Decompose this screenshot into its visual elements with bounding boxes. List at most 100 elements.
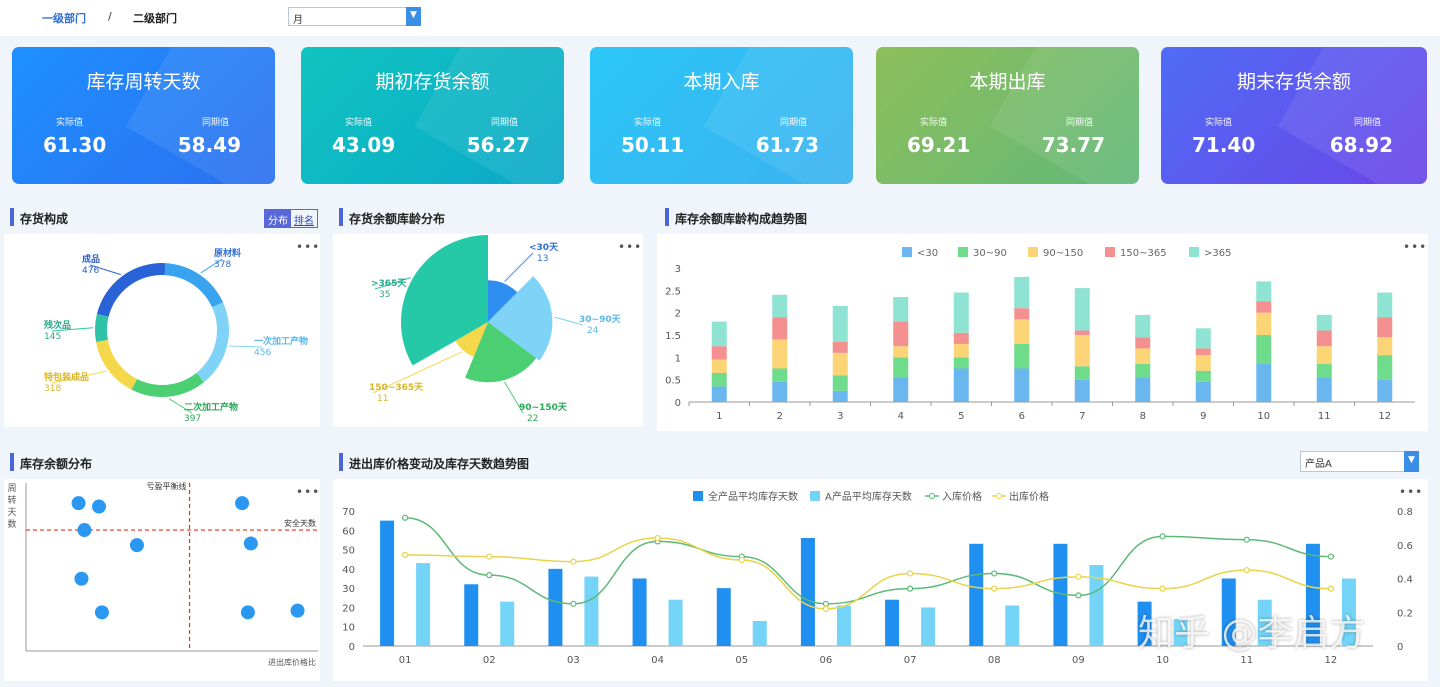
scatter-point — [235, 496, 250, 511]
kpi-card: 期初存货余额 实际值 43.09 同期值 56.27 — [301, 47, 564, 184]
bar-segment — [1256, 301, 1272, 313]
y-axis-label: 数 — [7, 518, 16, 530]
price-trend-combo-chart: 0 10 20 30 40 50 60 70 0 0.2 0.4 0.6 0.8 01 02 03 04 05 06… — [342, 490, 1413, 666]
section-title-price-trend: 进出库价格变动及库存天数趋势图 — [339, 453, 529, 472]
bar-segment — [711, 386, 727, 402]
period-select[interactable]: 月 ▼ — [288, 7, 421, 26]
bar-segment — [1316, 330, 1332, 347]
bar-segment — [711, 346, 727, 360]
bar — [1221, 578, 1236, 646]
donut-slice — [196, 302, 229, 383]
legend-swatch — [1189, 247, 1199, 257]
x-tick-label: 6 — [1019, 411, 1025, 422]
y-tick-label: 2.5 — [665, 286, 681, 297]
donut-slice — [164, 263, 224, 308]
line-point — [1243, 536, 1250, 543]
product-select[interactable]: 产品A ▼ — [1300, 451, 1419, 472]
more-icon[interactable]: ••• — [296, 240, 321, 254]
scatter-point — [240, 605, 255, 620]
slice-label: 30~90天 — [579, 314, 622, 325]
legend-label: 全产品平均库存天数 — [708, 490, 798, 503]
section-title-balance: 库存余额分布 — [10, 453, 92, 472]
line-point — [906, 570, 914, 577]
y2-tick-label: 0 — [1397, 642, 1403, 653]
kpi-actual-label: 实际值 — [56, 118, 84, 128]
bar-segment — [1074, 379, 1090, 402]
slice-value: 22 — [527, 414, 538, 424]
leader-line — [200, 258, 223, 274]
bar-segment — [1316, 377, 1332, 402]
slice-value: 35 — [379, 290, 390, 300]
bar-segment — [772, 381, 788, 402]
x-tick-label: 3 — [837, 411, 843, 422]
legend-label: 入库价格 — [942, 490, 982, 503]
kpi-prior-value: 61.73 — [755, 133, 819, 157]
donut-slice — [96, 339, 137, 390]
slice-label: 一次加工产物 — [254, 335, 308, 347]
more-icon[interactable]: ••• — [618, 240, 643, 254]
more-icon[interactable]: ••• — [1403, 240, 1428, 254]
y-tick-label: 1.5 — [665, 331, 681, 342]
donut-slice — [95, 313, 109, 342]
kpi-title: 期末存货余额 — [1236, 71, 1351, 93]
scatter-point — [290, 603, 305, 618]
slice-label: 原材料 — [214, 247, 241, 259]
bar-segment — [1195, 355, 1211, 371]
bar-segment — [1256, 335, 1272, 365]
bar-segment — [772, 317, 788, 340]
bar — [416, 563, 431, 646]
legend-swatch-dot — [929, 493, 935, 499]
legend-swatch-dot — [996, 493, 1002, 499]
bar-segment — [893, 321, 909, 347]
legend-swatch — [902, 247, 912, 257]
scatter-point — [92, 499, 106, 514]
bar-segment — [1377, 379, 1393, 402]
line-point — [906, 585, 914, 592]
bar-segment — [1014, 308, 1030, 320]
kpi-prior-value: 58.49 — [177, 133, 241, 157]
bar-segment — [1377, 317, 1393, 338]
bar-segment — [1135, 337, 1151, 349]
x-tick-label: 11 — [1240, 655, 1253, 666]
bar-segment — [1316, 364, 1332, 378]
bar — [1341, 578, 1356, 646]
rose-slice — [465, 322, 537, 383]
slice-value: 378 — [214, 260, 231, 270]
bar — [969, 543, 984, 646]
x-tick-label: 10 — [1156, 655, 1169, 666]
y-tick-label: 3 — [675, 264, 681, 275]
breakeven-label: 亏盈平衡线 — [147, 481, 187, 491]
bar — [800, 538, 815, 646]
bar — [836, 605, 851, 646]
line-point — [486, 572, 493, 579]
leader-line — [372, 351, 463, 394]
bar-segment — [1316, 314, 1332, 331]
breadcrumb-level1[interactable]: 一级部门 — [42, 12, 86, 25]
scatter-point — [243, 536, 258, 551]
y-tick-label: 10 — [342, 623, 355, 634]
more-icon[interactable]: ••• — [1399, 485, 1424, 499]
more-icon[interactable]: ••• — [296, 485, 321, 499]
slice-label: <30天 — [529, 242, 559, 253]
line-point — [570, 600, 577, 607]
view-toggle[interactable]: 分布 排名 — [264, 209, 318, 228]
legend-label: 90~150 — [1043, 248, 1083, 259]
y-tick-label: 50 — [342, 546, 355, 557]
x-tick-label: 07 — [904, 655, 917, 666]
toggle-ranking[interactable]: 排名 — [294, 216, 314, 227]
bar — [632, 578, 647, 646]
y-tick-label: 0 — [675, 398, 681, 409]
scatter-point — [94, 605, 109, 620]
legend-label: A产品平均库存天数 — [825, 490, 912, 503]
chevron-down-icon[interactable]: ▼ — [1404, 451, 1419, 472]
chevron-down-icon[interactable]: ▼ — [406, 7, 421, 26]
bar-segment — [711, 321, 727, 347]
x-tick-label: 02 — [483, 655, 496, 666]
bar — [548, 568, 563, 646]
toggle-distribution[interactable]: 分布 — [265, 210, 291, 227]
leader-line — [374, 277, 412, 290]
bar-segment — [953, 343, 969, 358]
rose-slice — [455, 322, 488, 357]
aging-panel: ••• <30天 13 30~90天 24 90~150天 22 150~365天 11 >36… — [333, 234, 643, 427]
bar — [380, 520, 395, 646]
